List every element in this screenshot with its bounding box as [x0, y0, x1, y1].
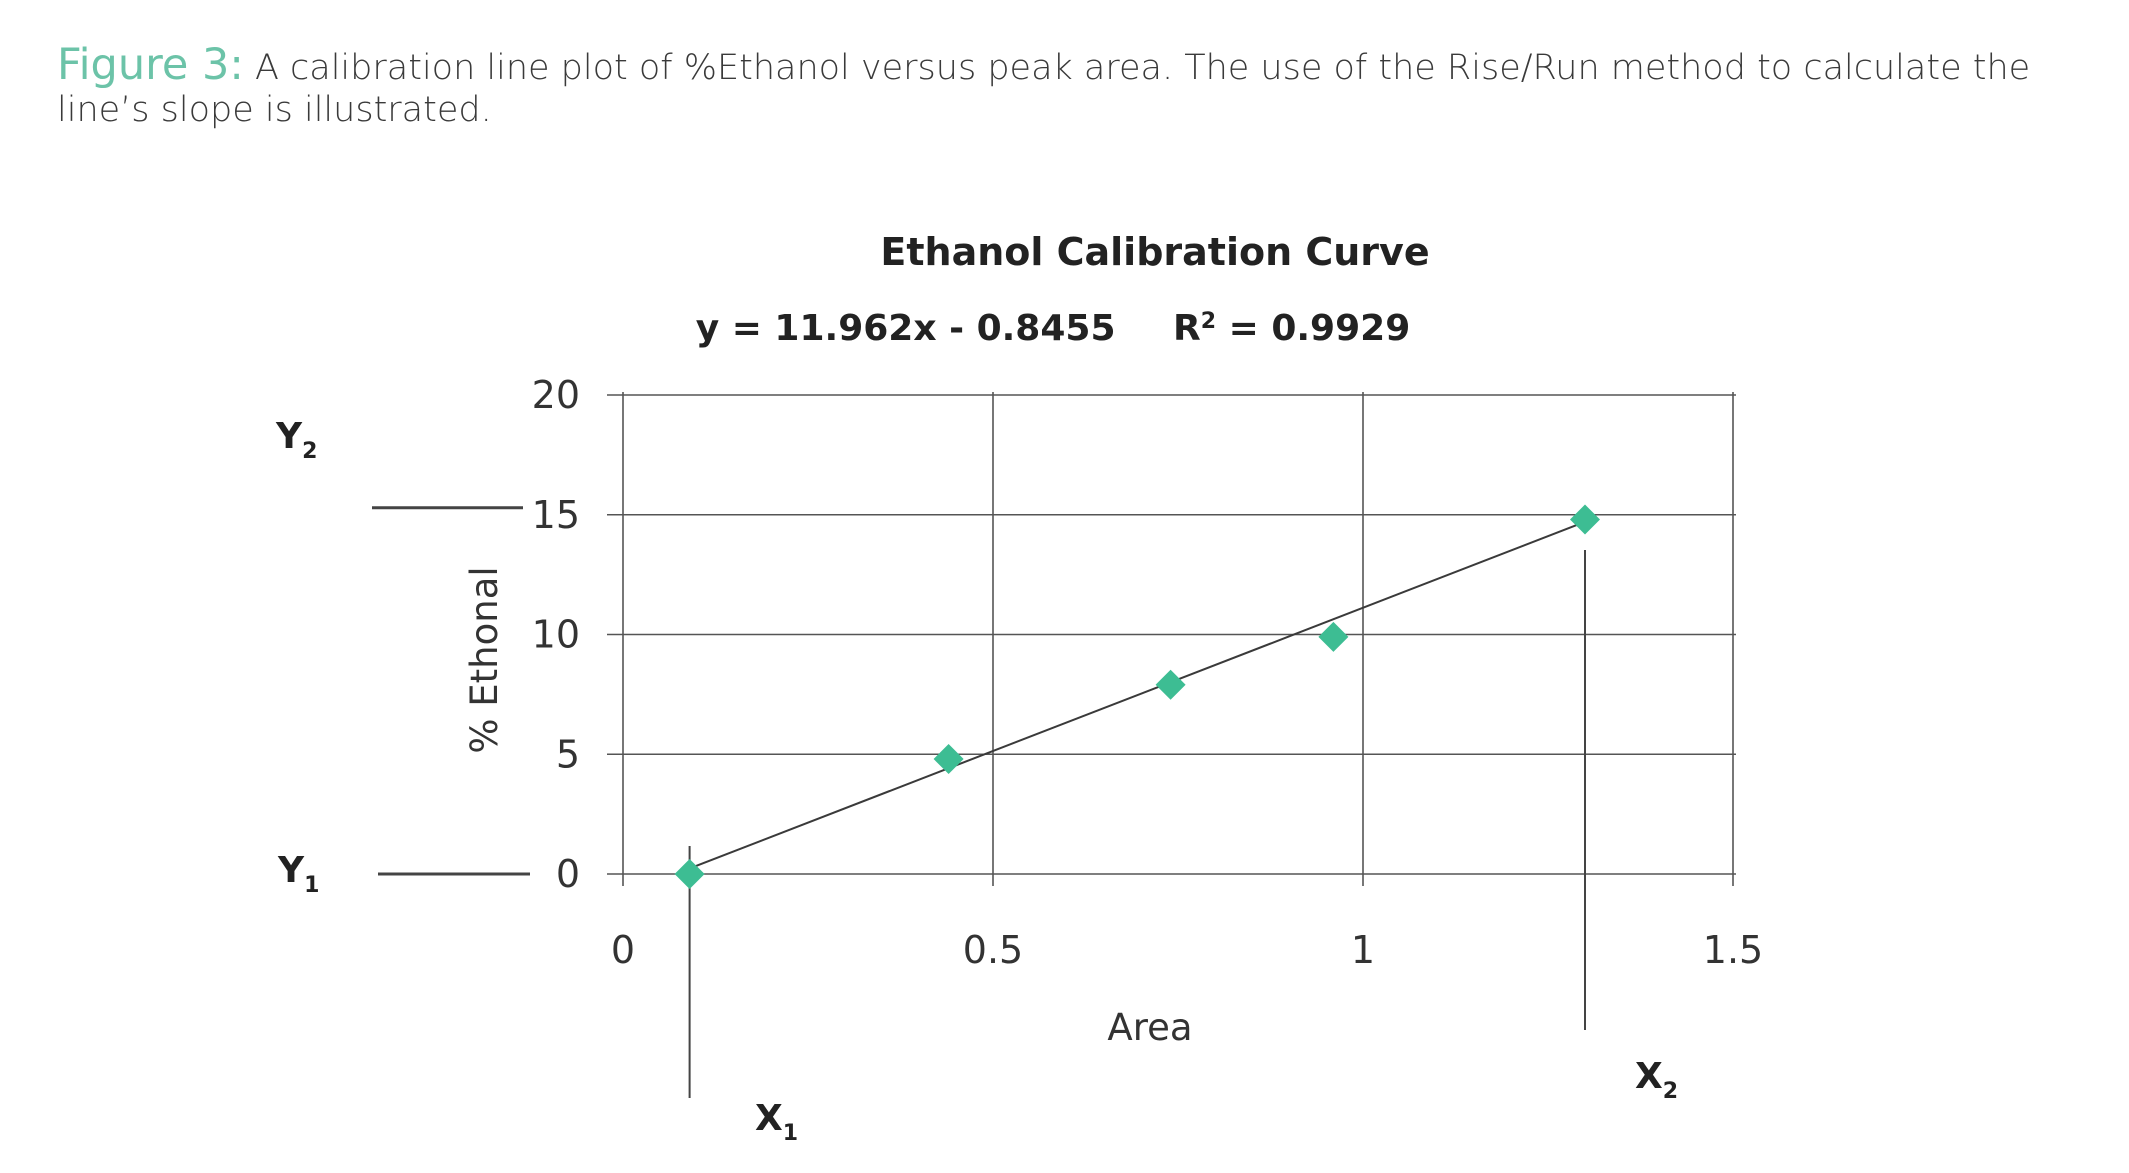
y-tick-label: 15	[532, 493, 580, 537]
x1-label-subscript: 1	[783, 1121, 798, 1146]
y1-label-subscript: 1	[304, 873, 319, 898]
x-tick-label: 1.5	[1703, 928, 1763, 972]
y2-label-subscript: 2	[302, 439, 317, 464]
x-tick-label: 0.5	[963, 928, 1023, 972]
r-squared-label: R	[1173, 308, 1201, 349]
y2-label: Y2	[275, 416, 317, 464]
grid	[607, 392, 1736, 886]
trendline-equation: y = 11.962x - 0.8455 R2 = 0.9929	[696, 308, 1411, 349]
trendline	[689, 520, 1586, 870]
data-point	[1570, 504, 1600, 535]
data-point	[933, 744, 964, 775]
x2-label-main: X	[1635, 1056, 1663, 1097]
x-tick-label: 0	[611, 928, 635, 972]
y1-label: Y1	[277, 850, 319, 898]
x-tick-label: 1	[1351, 928, 1375, 972]
y1-label-main: Y	[277, 850, 305, 891]
data-points	[674, 504, 1600, 889]
figure-caption: Figure 3: A calibration line plot of %Et…	[57, 44, 2057, 131]
equation-text: y = 11.962x - 0.8455	[696, 308, 1116, 349]
data-point	[674, 859, 705, 889]
r-squared-superscript: 2	[1201, 309, 1216, 334]
x-axis-label: Area	[1107, 1006, 1192, 1049]
r-squared-value: = 0.9929	[1216, 308, 1410, 349]
y-axis-label: % Ethonal	[463, 566, 506, 753]
data-point	[1155, 669, 1186, 700]
y-tick-label: 20	[532, 373, 580, 417]
y2-label-main: Y	[275, 416, 303, 457]
x1-label: X1	[755, 1098, 798, 1146]
figure-caption-text: A calibration line plot of %Ethanol vers…	[57, 48, 2031, 130]
x2-label-subscript: 2	[1663, 1079, 1678, 1104]
y-tick-label: 5	[556, 732, 580, 776]
data-point	[1318, 621, 1349, 652]
tick-labels: 0 5 10 15 20 0 0.5 1 1.5	[532, 373, 1764, 972]
figure-label: Figure 3:	[57, 40, 244, 90]
y-tick-label: 10	[532, 613, 580, 657]
trendline-group	[689, 520, 1586, 870]
x1-label-main: X	[755, 1098, 783, 1139]
chart-title: Ethanol Calibration Curve	[880, 230, 1429, 274]
y-tick-label: 0	[556, 852, 580, 896]
x2-label: X2	[1635, 1056, 1678, 1104]
